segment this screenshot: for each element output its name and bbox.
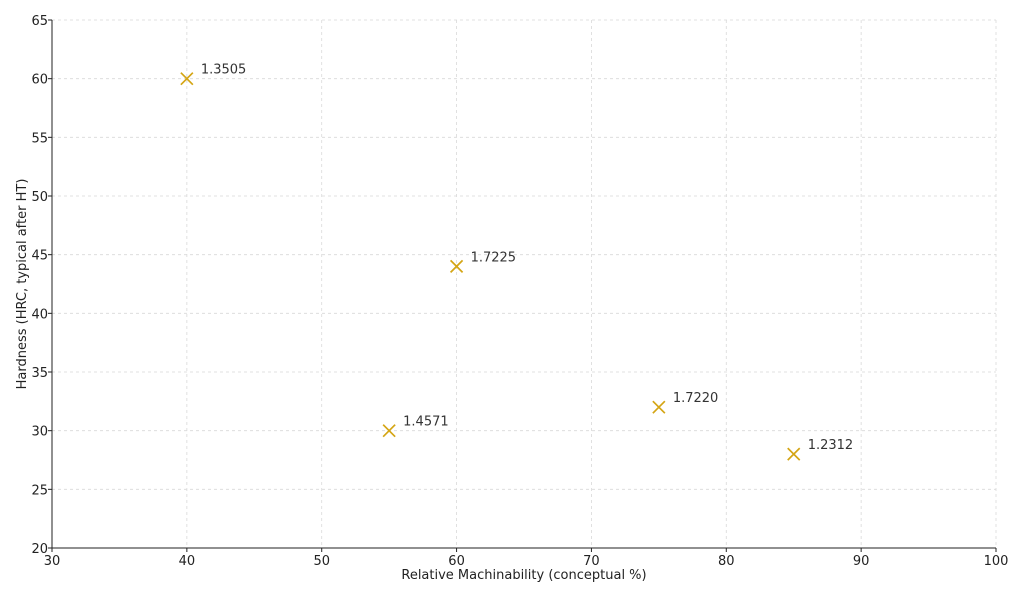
point-label-0: 1.3505 — [201, 63, 247, 78]
x-tick-label-5: 80 — [718, 554, 735, 569]
data-points: 1.3505 1.7225 1.4571 1.7220 1.2312 — [180, 63, 854, 461]
y-tick-label-9: 65 — [31, 14, 48, 29]
point-label-3: 1.7220 — [673, 391, 719, 406]
x-tick-label-6: 90 — [853, 554, 870, 569]
point-marker-4 — [787, 447, 801, 461]
y-tick-label-4: 40 — [31, 307, 48, 322]
y-tick-label-1: 25 — [31, 483, 48, 498]
x-tick-label-2: 50 — [313, 554, 330, 569]
y-tick-label-7: 55 — [31, 131, 48, 146]
x-axis-label: Relative Machinability (conceptual %) — [401, 568, 646, 583]
point-label-4: 1.2312 — [808, 438, 854, 453]
x-tick-label-4: 70 — [583, 554, 600, 569]
x-tick-label-1: 40 — [179, 554, 196, 569]
x-tick-label-3: 60 — [448, 554, 465, 569]
point-marker-stroke-b — [180, 72, 194, 86]
point-marker-0 — [180, 72, 194, 86]
point-marker-stroke-b — [652, 400, 666, 414]
x-tick-label-7: 100 — [984, 554, 1009, 569]
y-tick-label-0: 20 — [31, 542, 48, 557]
y-tick-label-5: 45 — [31, 249, 48, 264]
grid-lines — [51, 19, 997, 549]
point-marker-2 — [382, 424, 396, 438]
y-tick-label-3: 35 — [31, 366, 48, 381]
point-label-1: 1.7225 — [471, 250, 516, 265]
y-axis-label: Hardness (HRC, typical after HT) — [15, 179, 30, 390]
y-tick-label-8: 60 — [31, 73, 48, 88]
y-tick-label-6: 50 — [31, 190, 48, 205]
point-marker-1 — [449, 259, 464, 274]
point-label-2: 1.4571 — [403, 415, 449, 430]
point-marker-stroke-b — [382, 424, 396, 438]
point-marker-stroke-b — [787, 447, 801, 461]
point-marker-stroke-b — [449, 259, 464, 274]
x-tick-label-0: 30 — [44, 554, 61, 569]
tick-labels: 30 40 50 60 70 80 90 100 20 25 30 35 40 45 50 55 60 65 — [31, 14, 1008, 569]
y-tick-label-2: 30 — [31, 425, 48, 440]
axes — [51, 20, 996, 549]
point-marker-3 — [652, 400, 666, 414]
